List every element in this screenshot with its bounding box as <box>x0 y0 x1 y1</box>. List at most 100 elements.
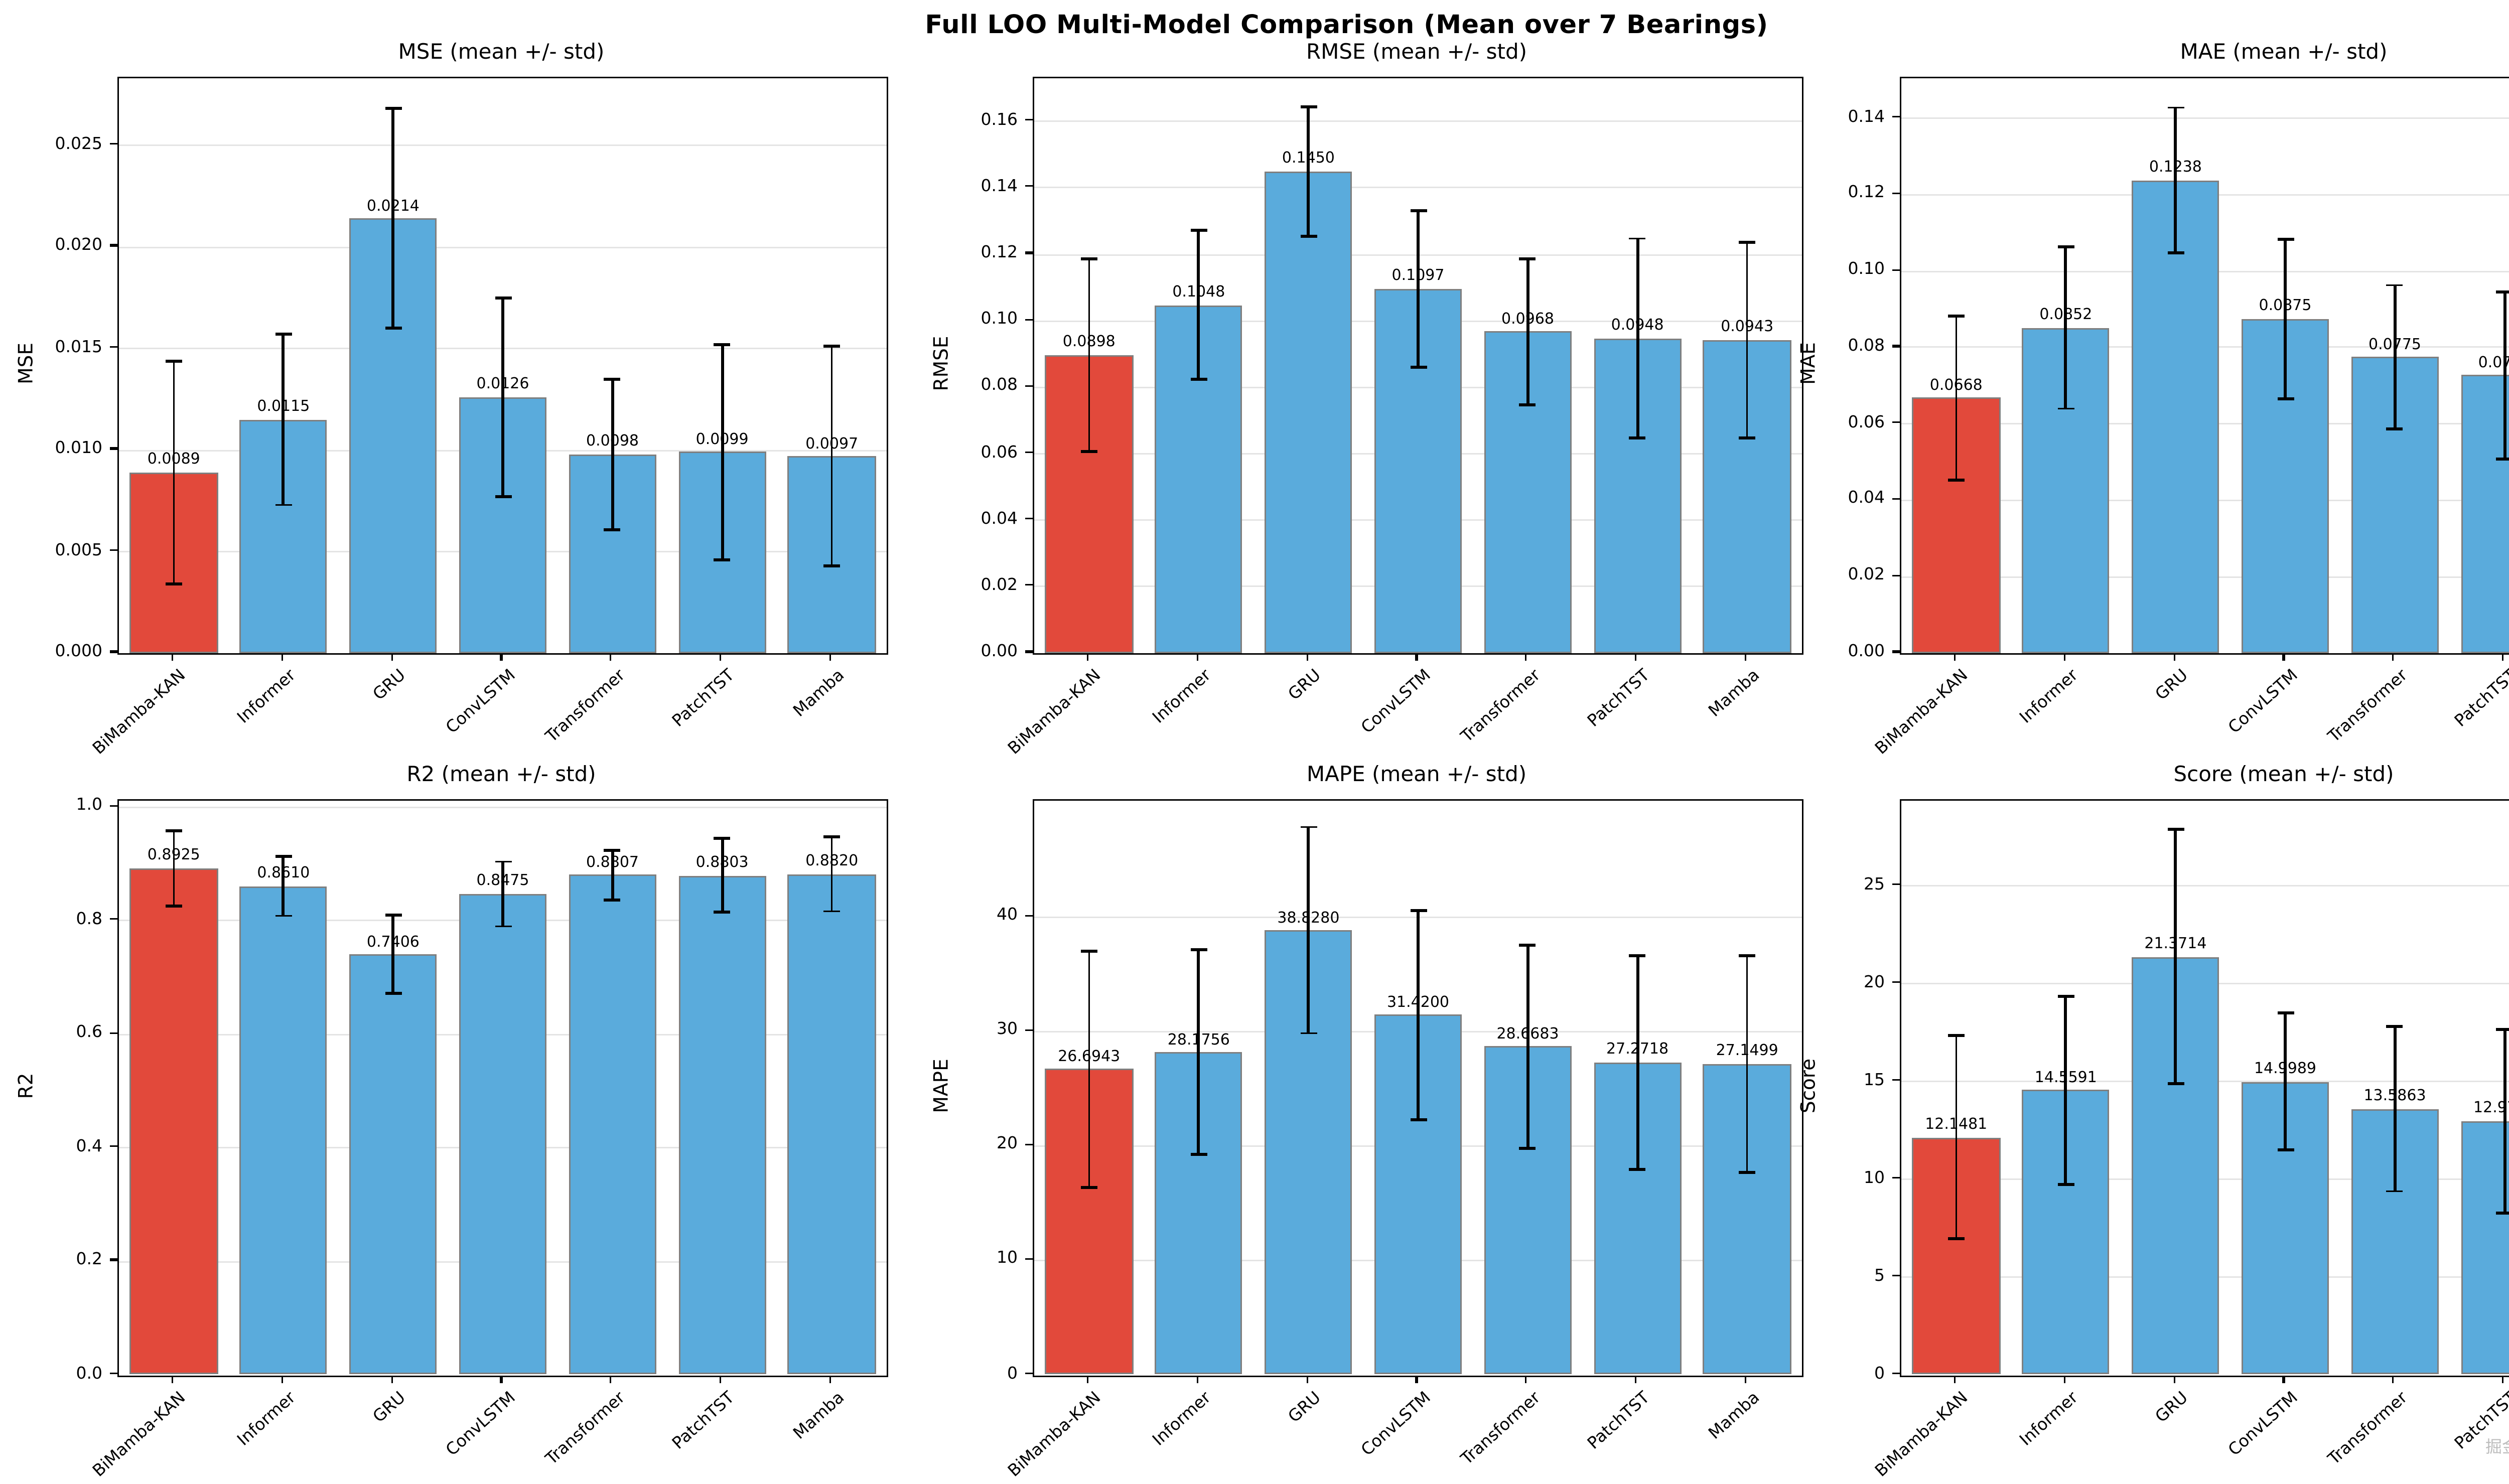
x-tick-mape-gru <box>1306 1375 1308 1383</box>
error-cap-low-rmse-bimamba-kan <box>1080 450 1097 453</box>
panel-title-r2: R2 (mean +/- std) <box>406 762 596 787</box>
value-label-score-bimamba-kan: 12.1481 <box>1925 1117 1988 1134</box>
value-label-mape-gru: 38.8280 <box>1277 910 1340 927</box>
error-bar-score-bimamba-kan <box>1955 1035 1958 1239</box>
error-cap-high-r2-informer <box>275 855 292 858</box>
error-cap-high-mse-mamba <box>823 345 841 348</box>
x-tick-mape-transformer <box>1525 1375 1527 1383</box>
x-tick-mape-patchtst <box>1635 1375 1637 1383</box>
value-label-r2-gru: 0.7406 <box>366 934 420 951</box>
error-cap-low-r2-informer <box>275 914 292 917</box>
error-bar-mape-informer <box>1197 950 1200 1154</box>
x-tick-text-mae-patchtst: PatchTST <box>2451 665 2509 731</box>
x-tick-text-mae-informer: Informer <box>2016 665 2082 727</box>
panel-title-mae: MAE (mean +/- std) <box>2180 41 2388 65</box>
x-tick-mse-bimamba-kan <box>171 653 174 661</box>
error-cap-high-mse-convlstm <box>494 296 511 300</box>
gridline-rmse-0.16 <box>1034 120 1802 122</box>
y-tick-r2-0.2 <box>109 1259 117 1261</box>
x-tick-text-score-convlstm: ConvLSTM <box>2224 1387 2302 1459</box>
error-cap-low-mse-patchtst <box>714 558 731 561</box>
x-tick-rmse-transformer <box>1525 653 1527 661</box>
error-cap-low-score-convlstm <box>2277 1148 2294 1151</box>
x-tick-r2-informer <box>281 1375 283 1383</box>
y-tick-label-mae-0.10: 0.10 <box>1848 259 1885 279</box>
y-tick-label-mse-0.020: 0.020 <box>55 235 103 255</box>
y-tick-mse-0.010 <box>109 448 117 450</box>
value-label-r2-bimamba-kan: 0.8925 <box>147 848 200 865</box>
error-bar-mse-transformer <box>611 379 614 529</box>
y-tick-label-mape-30: 30 <box>997 1019 1018 1039</box>
error-bar-mape-bimamba-kan <box>1087 951 1090 1188</box>
gridline-rmse-0.14 <box>1034 187 1802 189</box>
x-tick-mape-convlstm <box>1416 1375 1418 1383</box>
y-tick-mse-0.025 <box>109 142 117 145</box>
x-tick-mae-informer <box>2063 653 2065 661</box>
x-tick-text-mae-transformer: Transformer <box>2324 665 2411 747</box>
y-tick-label-mape-0: 0 <box>1007 1363 1018 1383</box>
bar-r2-transformer <box>569 875 656 1375</box>
y-tick-mape-30 <box>1024 1028 1033 1031</box>
error-cap-high-mae-gru <box>2167 106 2184 109</box>
y-tick-rmse-0.02 <box>1024 584 1033 586</box>
error-bar-mse-informer <box>282 334 285 505</box>
value-label-score-convlstm: 14.9989 <box>2254 1061 2317 1078</box>
x-tick-text-mape-mamba: Mamba <box>1705 1387 1763 1443</box>
plot-area-mape: 26.6943 28.1756 38.8280 31.4200 28.6683 27.27… <box>1033 798 1803 1377</box>
x-tick-text-r2-patchtst: PatchTST <box>668 1387 739 1453</box>
y-tick-label-score-20: 20 <box>1864 971 1885 991</box>
value-label-rmse-bimamba-kan: 0.0898 <box>1062 334 1116 351</box>
y-tick-mse-0.020 <box>109 244 117 246</box>
y-tick-rmse-0.16 <box>1024 119 1033 121</box>
error-bar-rmse-convlstm <box>1417 210 1420 367</box>
y-tick-label-mape-20: 20 <box>997 1133 1018 1153</box>
error-cap-low-mse-bimamba-kan <box>165 582 182 585</box>
x-tick-mae-transformer <box>2392 653 2395 661</box>
x-tick-text-mse-transformer: Transformer <box>541 665 629 747</box>
value-label-r2-informer: 0.8610 <box>257 865 310 882</box>
error-cap-low-rmse-informer <box>1190 378 1207 381</box>
value-label-mape-convlstm: 31.4200 <box>1386 994 1450 1011</box>
value-label-mape-mamba: 27.1499 <box>1716 1044 1778 1061</box>
error-bar-score-informer <box>2064 996 2067 1184</box>
error-cap-high-mse-informer <box>275 333 292 336</box>
error-cap-high-mape-mamba <box>1739 954 1756 957</box>
error-bar-mse-patchtst <box>721 344 724 560</box>
x-tick-score-gru <box>2173 1375 2175 1383</box>
value-label-rmse-patchtst: 0.0948 <box>1611 318 1664 335</box>
x-tick-text-mae-bimamba-kan: BiMamba-KAN <box>1872 665 1973 759</box>
value-label-r2-transformer: 0.8807 <box>586 854 639 871</box>
error-cap-low-r2-bimamba-kan <box>165 904 182 908</box>
error-cap-high-mape-bimamba-kan <box>1080 950 1097 953</box>
error-bar-r2-patchtst <box>721 838 724 913</box>
error-bar-r2-convlstm <box>501 861 504 927</box>
error-cap-high-r2-mamba <box>823 836 841 839</box>
gridline-mae-0.14 <box>1901 117 2509 119</box>
y-tick-label-mse-0.005: 0.005 <box>55 539 103 559</box>
y-tick-score-20 <box>1891 981 1900 983</box>
error-cap-low-mae-convlstm <box>2277 397 2294 401</box>
y-tick-label-rmse-0.16: 0.16 <box>981 109 1018 129</box>
x-tick-r2-bimamba-kan <box>171 1375 174 1383</box>
error-bar-mae-patchtst <box>2503 291 2506 460</box>
x-tick-text-mape-bimamba-kan: BiMamba-KAN <box>1005 1387 1105 1480</box>
panel-title-rmse: RMSE (mean +/- std) <box>1306 41 1527 65</box>
x-tick-text-mse-bimamba-kan: BiMamba-KAN <box>89 665 190 759</box>
error-cap-low-mape-transformer <box>1519 1147 1537 1150</box>
y-tick-rmse-0.12 <box>1024 252 1033 254</box>
value-label-mae-bimamba-kan: 0.0668 <box>1929 377 1983 394</box>
y-tick-mae-0.10 <box>1891 268 1900 271</box>
error-cap-low-rmse-mamba <box>1739 436 1756 439</box>
error-bar-mape-patchtst <box>1636 956 1639 1169</box>
error-cap-low-score-gru <box>2167 1083 2184 1086</box>
y-tick-label-score-5: 5 <box>1874 1265 1885 1285</box>
error-cap-low-mae-patchtst <box>2496 458 2509 461</box>
bar-score-patchtst <box>2460 1121 2509 1375</box>
x-tick-text-score-gru: GRU <box>2151 1387 2192 1426</box>
x-tick-text-rmse-gru: GRU <box>1284 665 1325 704</box>
y-tick-label-r2-0.8: 0.8 <box>76 909 103 929</box>
x-tick-mse-mamba <box>829 653 831 661</box>
y-tick-label-rmse-0.02: 0.02 <box>981 574 1018 595</box>
gridline-r2-1.0 <box>119 806 887 808</box>
x-tick-r2-convlstm <box>500 1375 502 1383</box>
